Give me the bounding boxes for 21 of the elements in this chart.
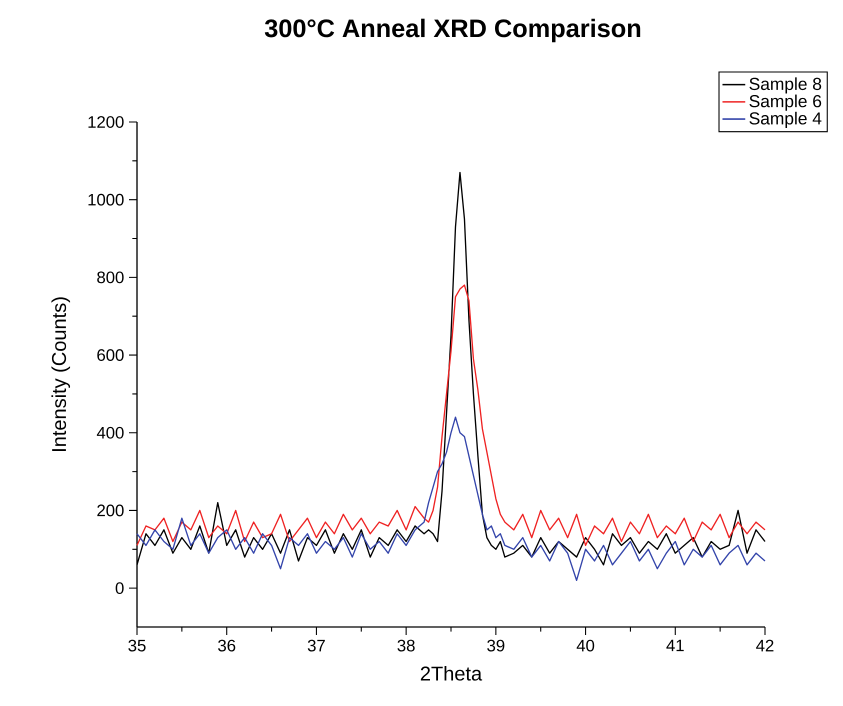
y-axis-title: Intensity (Counts)	[51, 297, 70, 452]
x-axis-title: 2Theta	[420, 666, 482, 681]
x-tick-label: 42	[756, 640, 774, 652]
x-tick-label: 37	[308, 640, 325, 652]
x-tick-label: 41	[666, 640, 684, 652]
y-tick-label: 800	[97, 271, 124, 284]
x-tick-label: 39	[487, 640, 504, 652]
legend-label: Sample 4	[750, 112, 822, 128]
y-tick-label: 0	[116, 582, 124, 594]
x-tick-label: 35	[128, 640, 146, 652]
legend-label: Sample 8	[750, 77, 822, 94]
y-tick-label: 600	[97, 349, 124, 361]
y-tick-label: 1200	[88, 116, 124, 128]
y-tick-label: 400	[96, 426, 124, 439]
x-tick-label: 40	[576, 640, 594, 652]
chart-title: 300°C Anneal XRD Comparison	[264, 18, 640, 42]
x-tick-label: 36	[218, 640, 236, 652]
y-tick-label: 200	[97, 504, 124, 516]
x-tick-label: 38	[398, 640, 415, 652]
y-tick-label: 1000	[88, 194, 124, 206]
legend-label: Sample 6	[750, 94, 822, 111]
